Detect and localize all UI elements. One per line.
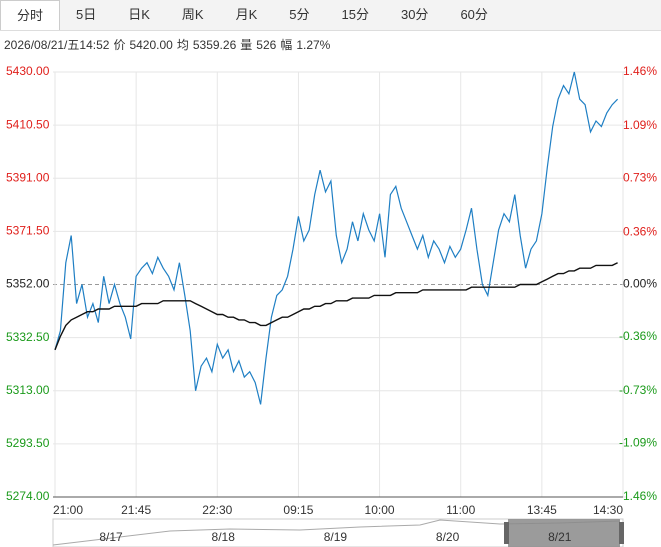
- info-text: 526: [256, 38, 277, 52]
- navigator-label: 8/17: [99, 530, 123, 544]
- y-tick-label: 5332.50: [6, 330, 50, 344]
- tab[interactable]: 60分: [460, 7, 488, 22]
- navigator-handle[interactable]: [504, 522, 509, 544]
- navigator-label: 8/18: [212, 530, 236, 544]
- y-tick-label: 5293.50: [6, 436, 50, 450]
- tab[interactable]: 月K: [235, 7, 258, 22]
- navigator-label: 8/19: [324, 530, 348, 544]
- info-bar: 2026/08/21/五14:52 价 5420.00 均 5359.26 量 526 幅 1.…: [4, 36, 334, 53]
- y2-tick-label: 1.46%: [623, 64, 657, 78]
- navigator-handle[interactable]: [619, 522, 624, 544]
- y2-tick-label: -0.36%: [619, 329, 657, 343]
- y-tick-label: 5391.00: [6, 170, 50, 184]
- tab-bar: 分时 5日 日K 周K 月K 5分 15分 30分 60分: [0, 0, 661, 31]
- info-text: 均: [176, 38, 189, 52]
- y-tick-label: 5371.50: [6, 224, 50, 238]
- x-tick-label: 14:30: [593, 503, 623, 517]
- y2-tick-label: 0.00%: [623, 277, 657, 291]
- navigator-label: 8/20: [436, 530, 460, 544]
- tab[interactable]: 15分: [341, 7, 369, 22]
- navigator-label: 8/21: [548, 530, 572, 544]
- y-tick-label: 5410.50: [6, 117, 50, 131]
- y-tick-label: 5352.00: [6, 277, 50, 291]
- tab[interactable]: 日K: [128, 7, 150, 22]
- tab[interactable]: 5日: [76, 7, 97, 22]
- info-text: 幅: [280, 38, 293, 52]
- y2-tick-label: -0.73%: [619, 383, 657, 397]
- navigator-window[interactable]: [508, 519, 620, 547]
- info-text: 1.27%: [296, 38, 331, 52]
- x-tick-label: 13:45: [527, 503, 557, 517]
- price-line: [54, 71, 619, 405]
- y-tick-label: 5313.00: [6, 383, 50, 397]
- tab[interactable]: 周K: [181, 7, 204, 22]
- x-tick-label: 10:00: [365, 503, 395, 517]
- x-tick-label: 21:45: [121, 503, 151, 517]
- info-text: 5359.26: [192, 38, 237, 52]
- x-tick-label: 21:00: [53, 503, 83, 517]
- price-line: [54, 262, 618, 351]
- tab[interactable]: 30分: [400, 7, 429, 22]
- y2-tick-label: 1.09%: [623, 118, 657, 132]
- info-text: 价: [113, 38, 126, 52]
- x-tick-label: 09:15: [283, 503, 313, 517]
- y-tick-label: 5274.00: [6, 489, 50, 503]
- y2-tick-label: -1.46%: [619, 489, 657, 503]
- tab[interactable]: 5分: [289, 7, 310, 22]
- info-text: 5420.00: [129, 38, 173, 52]
- tab[interactable]: 分时: [0, 0, 61, 30]
- y2-tick-label: 0.36%: [623, 224, 657, 238]
- x-tick-label: 22:30: [202, 503, 232, 517]
- y2-tick-label: 0.73%: [623, 170, 657, 184]
- info-text: 量: [240, 38, 253, 52]
- y2-tick-label: -1.09%: [619, 435, 657, 449]
- y-tick-label: 5430.00: [6, 64, 50, 78]
- x-tick-label: 11:00: [446, 503, 475, 517]
- info-text: 2026/08/21/五14:52: [4, 38, 110, 52]
